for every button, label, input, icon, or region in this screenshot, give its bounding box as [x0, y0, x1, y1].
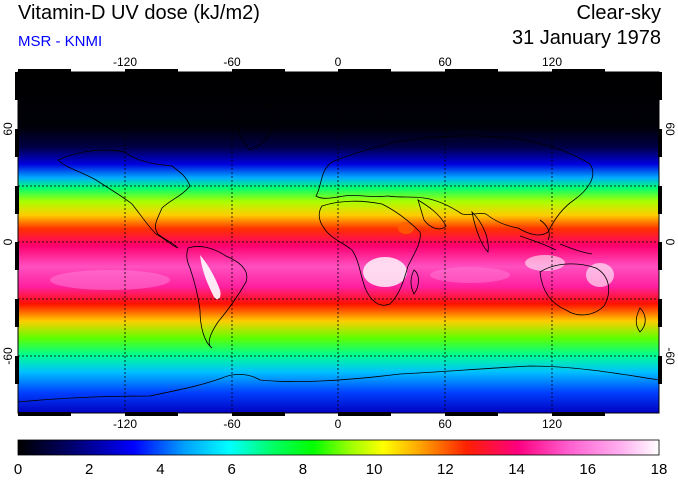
lon-label-bottom: 60 — [438, 417, 452, 431]
lon-label-bottom: 120 — [542, 417, 562, 431]
colorbar-tick-label: 4 — [156, 461, 164, 478]
lat-label-left: -60 — [1, 347, 15, 365]
date-label: 31 January 1978 — [511, 27, 661, 49]
map-title: Vitamin-D UV dose (kJ/m2) — [18, 2, 260, 24]
colorbar-tick-label: 2 — [85, 461, 93, 478]
source-label: MSR - KNMI — [18, 33, 103, 50]
lat-label-right: 60 — [663, 122, 677, 136]
colorbar-tick-label: 12 — [437, 461, 454, 478]
colorbar-ticks: 0 2 4 6 8 10 12 14 16 18 — [14, 461, 668, 478]
colorbar-tick-label: 18 — [651, 461, 668, 478]
lat-label-right: 0 — [663, 239, 677, 246]
colorbar-tick-label: 10 — [366, 461, 383, 478]
lon-label-top: -60 — [223, 55, 241, 69]
uv-field — [18, 72, 659, 413]
lat-label-left: 60 — [1, 122, 15, 136]
lon-label-bottom: -120 — [113, 417, 137, 431]
sky-condition-label: Clear-sky — [576, 2, 661, 24]
coastlines — [18, 99, 659, 403]
colorbar-tick-label: 16 — [579, 461, 596, 478]
lon-label-bottom: 0 — [335, 417, 342, 431]
colorbar-tick-label: 14 — [508, 461, 525, 478]
lon-label-top: 0 — [335, 55, 342, 69]
colorbar — [17, 439, 660, 456]
frame-ticks — [15, 69, 662, 416]
lon-label-top: -120 — [113, 55, 137, 69]
lon-label-bottom: -60 — [223, 417, 241, 431]
colorbar-tick-label: 6 — [227, 461, 235, 478]
colorbar-tick-label: 8 — [299, 461, 307, 478]
lat-label-right: -60 — [663, 347, 677, 365]
lat-label-left: 0 — [1, 238, 15, 245]
lon-label-top: 120 — [542, 55, 562, 69]
lon-label-top: 60 — [438, 55, 452, 69]
colorbar-tick-label: 0 — [14, 461, 22, 478]
graticule — [18, 72, 659, 413]
